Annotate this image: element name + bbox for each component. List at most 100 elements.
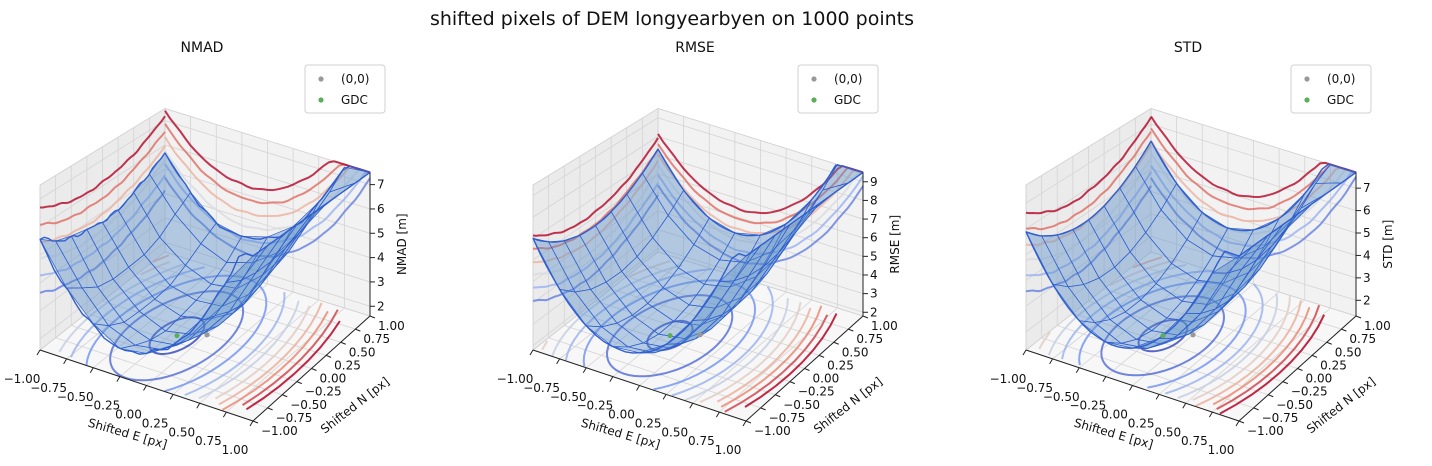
nmad-y-tick — [311, 368, 317, 371]
nmad-z-tick-label: 3 — [377, 275, 385, 289]
rmse-x-tick-label: 1.00 — [715, 443, 742, 457]
rmse-wall-contour — [532, 171, 659, 276]
rmse-surface-edge — [532, 237, 747, 354]
rmse-surface-edge — [532, 148, 659, 243]
std-wall-contour — [1025, 157, 1152, 262]
std-gridline-n — [1150, 251, 1357, 317]
nmad-z-tick-label: 6 — [377, 202, 385, 216]
rmse-floor-contour — [759, 301, 802, 366]
rmse-wall-contour — [657, 164, 864, 245]
rmse-z-tick-label: 6 — [870, 231, 878, 245]
nmad-floor-contour — [245, 372, 296, 411]
std-legend-marker-gdc — [1304, 97, 1310, 103]
rmse-z-tick-label: 4 — [870, 268, 878, 282]
rmse-z-tick-label: 7 — [870, 212, 878, 226]
nmad-y-tick-label: 0.50 — [349, 345, 376, 359]
rmse-z-tick-label: 5 — [870, 249, 878, 263]
rmse-y-tick — [760, 407, 766, 411]
nmad-wall-contour — [39, 189, 166, 294]
std-y-tick — [1282, 381, 1289, 385]
rmse-gridline-z — [532, 135, 864, 218]
nmad-surface-edge — [39, 239, 254, 355]
rmse-y-tick-label: 1.00 — [871, 319, 898, 333]
std-y-tick — [1238, 420, 1245, 424]
std-floor-contour — [1195, 365, 1259, 407]
rmse-z-tick-label: 2 — [870, 305, 878, 319]
std-floor-contour — [1212, 368, 1267, 406]
std-y-tick — [1326, 341, 1332, 345]
nmad-y-tick — [355, 328, 361, 332]
nmad-legend-frame — [304, 64, 386, 114]
nmad-floor-contour — [221, 368, 282, 411]
std-marker-origin — [1190, 332, 1196, 338]
rmse-x-tick-label: −0.50 — [550, 390, 587, 404]
nmad-y-tick — [340, 341, 346, 345]
std-wall-contour — [1150, 139, 1357, 223]
std-surface-edge — [1150, 140, 1357, 232]
std-x-tick — [1022, 349, 1027, 356]
std-y-tick-label: 0.75 — [1349, 332, 1376, 346]
nmad-y-tick-label: −0.75 — [276, 411, 313, 425]
nmad-y-tick-label: −1.00 — [261, 424, 298, 438]
nmad-floor-contour — [214, 363, 266, 400]
rmse-x-tick — [582, 367, 587, 374]
rmse-y-tick-label: 0.50 — [842, 345, 869, 359]
std-y-tick-label: −0.75 — [1262, 411, 1299, 425]
std-floor-contour — [1137, 318, 1189, 353]
rmse-surface-edge — [657, 148, 864, 237]
std-floor-contour — [1165, 356, 1233, 395]
rmse-wall-contour — [532, 160, 659, 264]
std-floor-contour — [1109, 258, 1176, 287]
std-wall-contour — [1150, 127, 1357, 211]
nmad-surface-edge — [164, 152, 371, 240]
nmad-y-tick — [325, 354, 332, 358]
nmad-z-tick-label: 2 — [377, 299, 385, 313]
std-floor-contour — [1271, 304, 1321, 372]
std-x-tick-label: −1.00 — [990, 372, 1027, 386]
std-floor-contour — [1061, 270, 1213, 360]
nmad-y-tick-label: 0.75 — [363, 332, 390, 346]
rmse-floor-contour — [749, 298, 789, 363]
rmse-floor-contour — [744, 373, 791, 408]
std-x-tick — [1182, 402, 1187, 409]
std-x-tick — [1102, 376, 1107, 382]
rmse-floor-contour — [699, 363, 761, 404]
nmad-x-tick — [222, 411, 227, 418]
std-floor-contour — [1100, 295, 1226, 377]
std-x-tick — [1155, 394, 1160, 400]
rmse-y-tick — [818, 354, 825, 358]
rmse-x-tick — [689, 402, 694, 409]
rmse-floor-contour — [628, 260, 671, 278]
std-legend-frame — [1290, 64, 1372, 114]
rmse-floor-contour — [551, 264, 683, 357]
rmse-x-tick — [742, 420, 747, 427]
rmse-legend-marker-origin — [811, 76, 817, 82]
nmad-y-tick-label: 0.25 — [334, 358, 361, 372]
std-x-tick — [1129, 385, 1133, 391]
std-floor-contour — [1047, 263, 1187, 356]
rmse-x-tick-label: 0.00 — [608, 408, 635, 422]
std-y-tick-label: −0.50 — [1276, 398, 1313, 412]
rmse-y-tick-label: 0.00 — [813, 372, 840, 386]
std-floor-contour — [1132, 256, 1163, 269]
nmad-legend: (0,0) GDC — [304, 64, 386, 114]
std-gridline-n — [1104, 288, 1313, 356]
nmad-x-tick-label: −0.75 — [30, 381, 67, 395]
nmad-wall-contour — [39, 115, 166, 209]
rmse-floor-contour — [788, 313, 838, 376]
std-z-axis-label: STD [m] — [1381, 220, 1395, 269]
std-surface-edge — [1025, 231, 1240, 349]
nmad-floor-contour — [272, 302, 323, 368]
nmad-wall-contour — [39, 174, 166, 277]
std-floor-contour — [1240, 293, 1279, 362]
nmad-floor-contour — [264, 305, 311, 365]
std-floor-contour — [1177, 360, 1243, 400]
rmse-wall-contour — [657, 184, 864, 266]
std-x-tick-label: −0.50 — [1043, 390, 1080, 404]
std-wall-contour — [1025, 116, 1152, 215]
std-wall-contour — [1025, 131, 1152, 231]
nmad-panel: −1.00−0.75−0.50−0.250.000.250.500.751.00… — [4, 40, 409, 457]
std-wall-contour — [1150, 115, 1357, 199]
nmad-legend-label: (0,0) — [341, 72, 369, 86]
